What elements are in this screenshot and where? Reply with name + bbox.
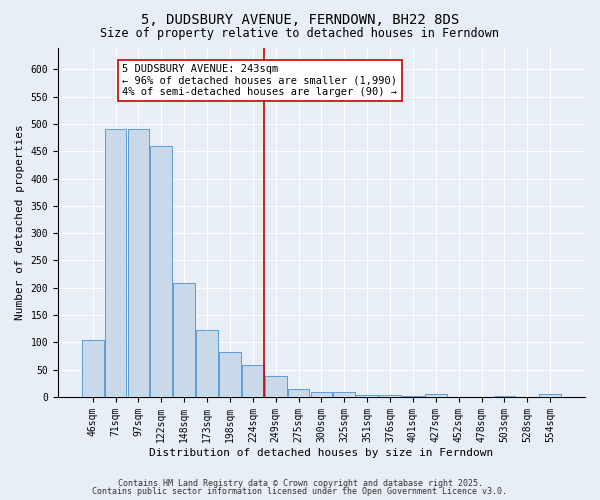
Bar (425, 394, 446, 397)
Bar (196, 330, 218, 397)
Bar (173, 284, 195, 397)
Bar (402, 396, 424, 397)
Text: Contains HM Land Registry data © Crown copyright and database right 2025.: Contains HM Land Registry data © Crown c… (118, 478, 482, 488)
Bar (242, 366, 263, 397)
Bar (379, 396, 401, 397)
Bar (151, 146, 172, 397)
Text: 5, DUDSBURY AVENUE, FERNDOWN, BH22 8DS: 5, DUDSBURY AVENUE, FERNDOWN, BH22 8DS (141, 12, 459, 26)
Bar (494, 396, 515, 397)
X-axis label: Distribution of detached houses by size in Ferndown: Distribution of detached houses by size … (149, 448, 494, 458)
Bar (311, 392, 332, 397)
Bar (105, 130, 127, 397)
Bar (539, 394, 561, 397)
Text: Size of property relative to detached houses in Ferndown: Size of property relative to detached ho… (101, 28, 499, 40)
Bar (82, 340, 104, 397)
Bar (334, 392, 355, 397)
Text: Contains public sector information licensed under the Open Government Licence v3: Contains public sector information licen… (92, 487, 508, 496)
Bar (356, 396, 378, 397)
Bar (219, 352, 241, 397)
Text: 5 DUDSBURY AVENUE: 243sqm
← 96% of detached houses are smaller (1,990)
4% of sem: 5 DUDSBURY AVENUE: 243sqm ← 96% of detac… (122, 64, 397, 97)
Bar (288, 389, 310, 397)
Bar (265, 376, 287, 397)
Bar (128, 130, 149, 397)
Y-axis label: Number of detached properties: Number of detached properties (15, 124, 25, 320)
